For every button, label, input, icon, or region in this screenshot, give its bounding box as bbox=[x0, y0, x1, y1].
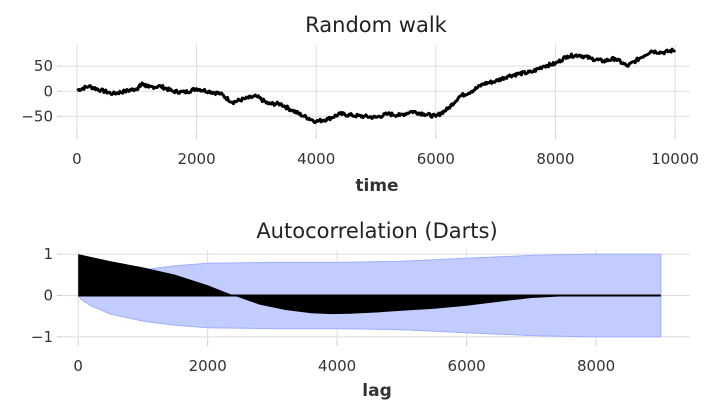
x-tick-label: 8000 bbox=[536, 150, 574, 168]
y-tick-label: −50 bbox=[21, 107, 53, 125]
x-tick-label: 0 bbox=[72, 150, 82, 168]
autocorrelation-ticks: 0 2000 4000 6000 8000 1 0 −1 bbox=[31, 245, 615, 375]
autocorrelation-title: Autocorrelation (Darts) bbox=[256, 219, 497, 243]
autocorrelation-xlabel: lag bbox=[362, 381, 391, 401]
random-walk-chart: Random walk 0 2000 4000 6000 8000 10000 50 0 −50… bbox=[21, 13, 699, 196]
x-tick-label: 10000 bbox=[651, 150, 699, 168]
x-tick-label: 4000 bbox=[297, 150, 335, 168]
y-tick-label: 0 bbox=[43, 82, 53, 100]
random-walk-ticks: 0 2000 4000 6000 8000 10000 50 0 −50 bbox=[21, 57, 699, 168]
x-tick-label: 2000 bbox=[177, 150, 215, 168]
x-tick-label: 6000 bbox=[448, 357, 486, 375]
random-walk-title: Random walk bbox=[305, 13, 447, 37]
x-tick-label: 4000 bbox=[318, 357, 356, 375]
x-tick-label: 0 bbox=[73, 357, 83, 375]
random-walk-series-line bbox=[76, 47, 677, 125]
acf-area bbox=[78, 254, 661, 315]
y-tick-label: 0 bbox=[43, 287, 53, 305]
y-tick-label: 50 bbox=[34, 57, 53, 75]
x-tick-label: 2000 bbox=[189, 357, 227, 375]
y-tick-label: −1 bbox=[31, 328, 53, 346]
y-tick-label: 1 bbox=[43, 245, 53, 263]
autocorrelation-chart: Autocorrelation (Darts) 0 2000 4000 6000 800… bbox=[31, 219, 690, 401]
x-tick-label: 8000 bbox=[577, 357, 615, 375]
random-walk-xlabel: time bbox=[355, 176, 398, 196]
x-tick-label: 6000 bbox=[417, 150, 455, 168]
